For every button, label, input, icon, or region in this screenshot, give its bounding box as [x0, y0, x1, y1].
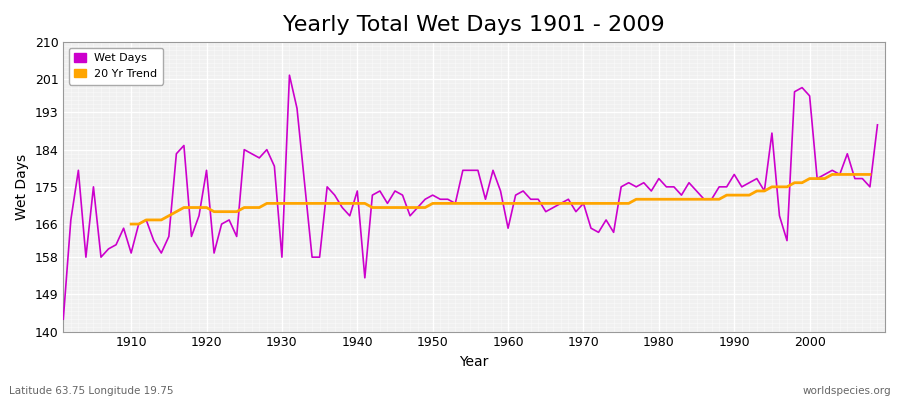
Wet Days [872, 122, 883, 127]
Wet Days [284, 73, 295, 78]
Wet Days [118, 226, 129, 231]
Wet Days [600, 218, 611, 222]
Title: Yearly Total Wet Days 1901 - 2009: Yearly Total Wet Days 1901 - 2009 [284, 15, 665, 35]
Wet Days [292, 106, 302, 111]
20 Yr Trend [495, 201, 506, 206]
20 Yr Trend [518, 201, 528, 206]
Wet Days [58, 317, 68, 322]
20 Yr Trend [321, 201, 332, 206]
20 Yr Trend [352, 201, 363, 206]
20 Yr Trend [299, 201, 310, 206]
Text: Latitude 63.75 Longitude 19.75: Latitude 63.75 Longitude 19.75 [9, 386, 174, 396]
20 Yr Trend [865, 172, 876, 177]
Line: 20 Yr Trend: 20 Yr Trend [131, 174, 870, 224]
Wet Days [337, 205, 347, 210]
Line: Wet Days: Wet Days [63, 75, 878, 319]
Wet Days [510, 193, 521, 198]
Y-axis label: Wet Days: Wet Days [15, 154, 29, 220]
Legend: Wet Days, 20 Yr Trend: Wet Days, 20 Yr Trend [68, 48, 163, 84]
Wet Days [503, 226, 514, 231]
20 Yr Trend [706, 197, 717, 202]
Text: worldspecies.org: worldspecies.org [803, 386, 891, 396]
20 Yr Trend [126, 222, 137, 226]
X-axis label: Year: Year [460, 355, 489, 369]
20 Yr Trend [827, 172, 838, 177]
